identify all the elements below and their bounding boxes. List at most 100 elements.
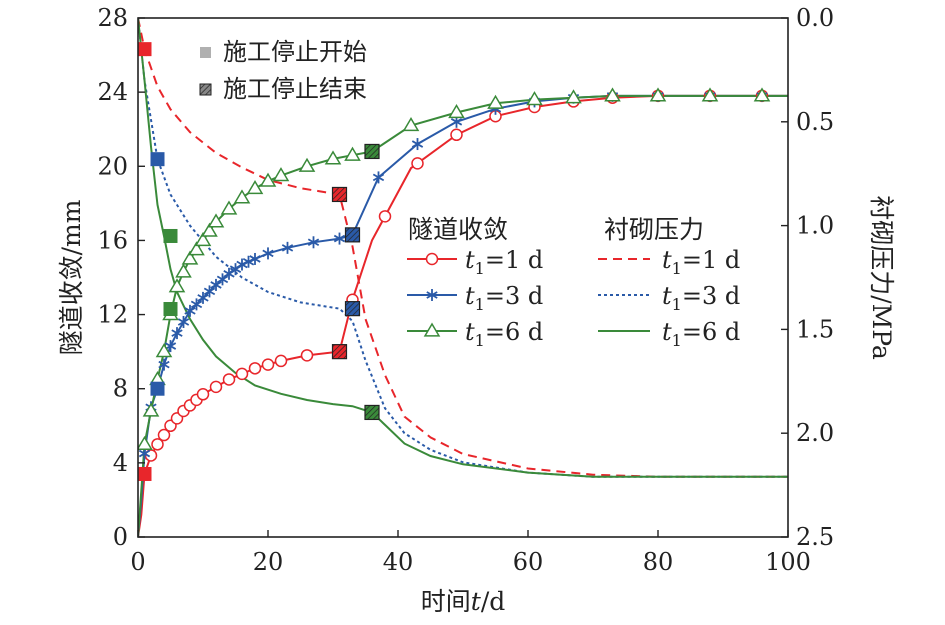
stop-end-marker	[344, 301, 361, 317]
stop-start-marker	[138, 42, 152, 57]
x-tick-label: 60	[513, 548, 544, 576]
data-point	[210, 278, 222, 291]
x-tick-label: 80	[643, 548, 674, 576]
data-point	[184, 304, 196, 317]
data-point	[344, 146, 361, 161]
y-left-tick-label: 8	[113, 375, 128, 403]
data-point	[138, 435, 153, 450]
legend-pressure-label: t1=3 d	[662, 282, 740, 314]
legend-convergence-label: t1=6 d	[465, 318, 543, 350]
legend-convergence-label: t1=3 d	[465, 282, 543, 314]
data-point	[448, 104, 465, 119]
data-point	[157, 428, 171, 442]
data-point	[300, 349, 314, 362]
data-point	[372, 171, 385, 184]
x-tick-label: 100	[765, 548, 811, 576]
stop-start-marker	[150, 381, 165, 396]
data-point	[201, 222, 218, 237]
data-point	[324, 150, 342, 165]
x-tick-label: 0	[130, 548, 145, 576]
pressure-line-2	[138, 18, 788, 478]
data-point	[487, 94, 504, 109]
data-point	[248, 362, 262, 375]
data-point	[246, 180, 264, 195]
x-tick-label: 20	[253, 548, 284, 576]
legend-convergence-label: t1=1 d	[465, 246, 543, 278]
stop-end-marker	[331, 344, 348, 360]
data-point	[450, 128, 463, 142]
data-point	[701, 87, 719, 102]
stop-start-marker	[138, 466, 152, 481]
plot-frame	[137, 17, 789, 538]
data-point	[298, 157, 316, 172]
y-left-tick-label: 20	[97, 152, 128, 180]
y-left-tick-label: 24	[97, 78, 128, 106]
data-point	[753, 87, 771, 102]
stop-end-marker	[331, 186, 348, 203]
data-point	[158, 358, 170, 371]
legend-stop-start-label: 施工停止开始	[223, 38, 367, 66]
legend-pressure-label: t1=6 d	[662, 318, 740, 350]
y-right-tick-label: 2.0	[796, 419, 834, 447]
y-left-tick-label: 16	[97, 226, 128, 254]
data-point	[181, 250, 199, 265]
y-right-tick-label: 1.0	[796, 212, 834, 240]
data-point	[526, 91, 543, 106]
data-point	[565, 89, 582, 104]
y-left-axis-label: 隧道收敛/mm	[57, 199, 86, 355]
data-point	[281, 241, 294, 254]
stop-end-marker	[364, 404, 380, 421]
legend-convergence-title: 隧道收敛	[408, 215, 508, 244]
data-point	[197, 291, 209, 304]
data-point	[649, 87, 667, 102]
data-point	[194, 231, 212, 247]
y-right-tick-label: 0.5	[796, 108, 834, 136]
data-point	[274, 354, 288, 368]
data-point	[411, 138, 424, 151]
data-point	[207, 213, 225, 228]
data-point	[233, 189, 251, 204]
plot-area	[138, 18, 788, 537]
y-left-tick-label: 4	[113, 449, 128, 477]
data-point	[259, 172, 277, 187]
x-tick-label: 40	[383, 548, 414, 576]
stop-start-marker	[150, 152, 165, 167]
stop-start-marker	[163, 228, 178, 243]
data-point	[209, 380, 223, 394]
data-point	[261, 358, 275, 371]
pressure-line-3	[138, 18, 788, 478]
y-right-tick-label: 2.5	[796, 523, 834, 551]
data-point	[175, 263, 192, 278]
data-point	[307, 236, 320, 249]
legend-stop-end-label: 施工停止结束	[223, 75, 367, 103]
data-point	[168, 278, 186, 293]
convergence-line-3	[138, 94, 788, 537]
data-point	[216, 273, 229, 286]
data-point	[604, 87, 621, 102]
legend-pressure-label: t1=1 d	[662, 246, 740, 278]
data-point	[164, 340, 177, 353]
data-point	[151, 438, 164, 451]
y-right-tick-label: 0.0	[796, 4, 834, 32]
legend-convergence-marker	[425, 252, 439, 266]
y-right-axis-label: 衬砌压力/MPa	[867, 195, 896, 360]
stop-end-marker	[364, 143, 380, 160]
legend-stop-end-marker	[199, 83, 212, 96]
data-point	[402, 117, 420, 132]
data-point	[249, 252, 261, 265]
data-point	[235, 367, 249, 381]
data-point	[333, 232, 346, 245]
legend-pressure-title: 衬砌压力	[604, 215, 704, 244]
y-right-tick-label: 1.5	[796, 315, 834, 343]
data-point	[196, 388, 210, 401]
data-point	[190, 298, 203, 311]
axes: 0 20 40 60 80 100 0 4 8 12 16 20 24 28 0.0 0.5 1.0 1.5 2.0…	[57, 4, 896, 616]
data-point	[203, 285, 216, 298]
data-point	[171, 327, 183, 340]
x-axis-label: 时间t/d	[421, 587, 506, 616]
data-point	[142, 402, 160, 417]
data-point	[378, 210, 392, 223]
stop-start-marker	[163, 302, 178, 317]
